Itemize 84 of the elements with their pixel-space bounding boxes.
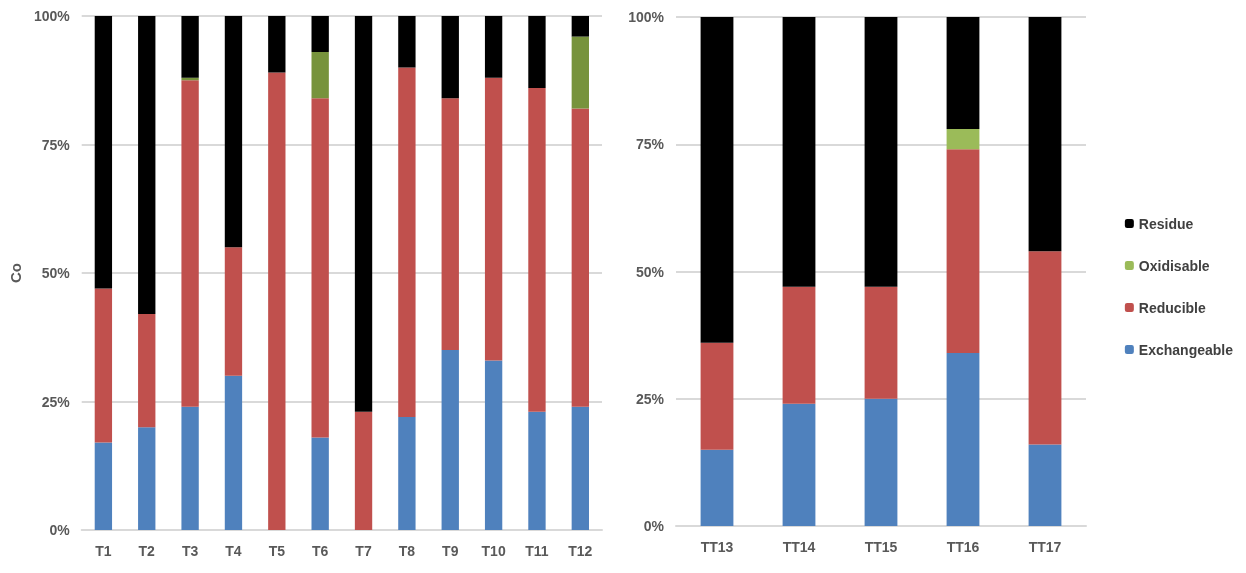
bar [138, 427, 156, 530]
bar [484, 360, 503, 530]
bar [138, 16, 156, 315]
legend-label: Residue [1138, 215, 1194, 232]
bar [946, 17, 980, 129]
bar [484, 16, 503, 78]
x-tick-label: TT14 [782, 539, 816, 555]
y-tick-label: 50% [41, 265, 71, 281]
bar [946, 149, 980, 353]
bar [571, 16, 589, 37]
bar [484, 77, 503, 361]
bar [181, 80, 199, 407]
bar [398, 67, 416, 417]
x-tick-label: T4 [225, 543, 242, 559]
bar [864, 286, 898, 399]
bar [94, 442, 113, 530]
bar [181, 16, 199, 78]
bar [354, 16, 373, 412]
y-tick-label: 50% [635, 263, 665, 280]
bar [1028, 17, 1062, 252]
y-axis-title: Co [7, 263, 24, 283]
x-tick-label: T6 [312, 543, 329, 559]
x-tick-label: T10 [481, 543, 506, 559]
x-tick-label: T8 [398, 543, 416, 559]
bar [571, 36, 589, 109]
bar [700, 449, 734, 526]
x-tick-label: T1 [95, 543, 112, 559]
bar [224, 247, 243, 376]
bar [946, 352, 980, 526]
y-tick-label: 25% [41, 393, 71, 410]
x-tick-label: TT15 [864, 539, 898, 555]
x-tick-label: TT16 [946, 539, 980, 555]
bar [1028, 251, 1062, 445]
y-tick-label: 25% [635, 390, 665, 407]
bar [700, 342, 734, 450]
y-tick-label: 75% [41, 136, 71, 153]
bar [864, 398, 898, 526]
bar [354, 411, 373, 530]
bar [94, 16, 113, 289]
bar [441, 16, 459, 99]
legend-label: Reducible [1138, 299, 1206, 316]
x-tick-label: T11 [525, 543, 549, 559]
bar [224, 16, 243, 248]
y-tick-label: 75% [635, 136, 665, 153]
x-tick-label: TT13 [700, 539, 734, 555]
bar [398, 16, 416, 68]
x-tick-label: T7 [355, 543, 372, 559]
bar [311, 437, 329, 530]
bar [398, 416, 416, 530]
bar [441, 98, 459, 351]
bar [528, 16, 546, 88]
bar [946, 128, 980, 150]
bar [311, 16, 329, 52]
legend-label: Exchangeable [1138, 341, 1234, 358]
bar [1028, 444, 1062, 526]
bar [181, 406, 199, 530]
bar [224, 375, 243, 530]
x-tick-label: TT17 [1028, 539, 1062, 555]
bar [571, 108, 589, 407]
bar [782, 403, 816, 526]
x-tick-label: T5 [268, 543, 286, 559]
bar [268, 16, 286, 73]
bar [782, 17, 816, 287]
y-tick-label: 100% [628, 9, 665, 25]
x-tick-label: T9 [442, 543, 459, 559]
x-tick-label: T12 [568, 543, 593, 559]
bar [268, 72, 286, 530]
bar [311, 98, 329, 438]
bar [864, 17, 898, 287]
y-tick-label: 0% [643, 518, 665, 534]
bar [700, 17, 734, 343]
y-tick-label: 0% [49, 522, 71, 538]
bar [528, 87, 546, 412]
bar [138, 314, 156, 428]
x-tick-label: T2 [138, 543, 156, 559]
bar [782, 286, 816, 404]
bar [441, 350, 459, 530]
bar [311, 51, 329, 99]
bar [94, 288, 113, 443]
bar [571, 406, 589, 530]
y-tick-label: 100% [33, 8, 71, 24]
legend-label: Oxidisable [1138, 257, 1210, 274]
bar [528, 411, 546, 530]
x-tick-label: T3 [181, 543, 199, 559]
